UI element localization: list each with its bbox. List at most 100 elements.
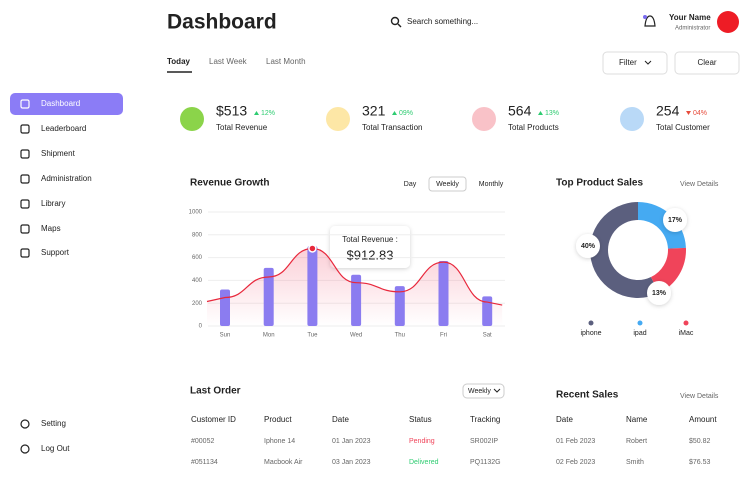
stat-label: Total Revenue (216, 123, 268, 132)
avatar[interactable] (717, 11, 739, 33)
bar (438, 261, 449, 326)
nav-item[interactable]: Support (41, 248, 70, 257)
period-tab[interactable]: Monthly (479, 181, 504, 188)
nav-icon (20, 444, 30, 454)
legend-dot (683, 320, 689, 326)
user-role: Administrator (675, 26, 710, 32)
revenue-line (206, 247, 503, 306)
table-cell: PQ1132G (470, 459, 501, 466)
column-header: Date (332, 415, 349, 424)
percent-bubble (663, 208, 687, 232)
table-cell: Iphone 14 (264, 438, 295, 445)
donut-segment (589, 202, 659, 298)
page-title: Dashboard (167, 11, 277, 34)
orders-title: Last Order (190, 386, 241, 397)
y-tick-label: 600 (192, 255, 203, 261)
nav-icon (20, 124, 30, 134)
view-details[interactable]: View Details (680, 393, 719, 400)
table-cell: Pending (409, 438, 435, 445)
donut-segment (638, 202, 686, 249)
period-label[interactable]: Weekly (468, 388, 491, 395)
percent-label: 13% (652, 290, 667, 297)
trend-arrow (392, 111, 397, 115)
nav-icon (20, 224, 30, 234)
stat-icon (326, 107, 350, 131)
percent-bubble (647, 281, 671, 305)
legend-dot (637, 320, 643, 326)
nav-item[interactable]: Library (41, 199, 65, 208)
table-cell: $76.53 (689, 459, 711, 466)
active-nav (10, 93, 123, 115)
nav-item[interactable]: Administration (41, 174, 92, 183)
stat-label: Total Customer (656, 123, 710, 132)
notification-icon[interactable] (643, 15, 656, 27)
tab[interactable]: Last Week (209, 57, 248, 66)
bar (220, 289, 230, 326)
table-cell: 01 Feb 2023 (556, 438, 595, 445)
filter-button[interactable] (602, 51, 668, 75)
table-cell: Smith (626, 459, 644, 466)
column-header: Customer ID (191, 415, 236, 424)
table-cell: 03 Jan 2023 (332, 459, 371, 466)
stat-label: Total Products (508, 123, 559, 132)
x-tick-label: Tue (307, 333, 318, 339)
stat-value: $513 (216, 103, 247, 119)
trend-arrow (538, 111, 543, 115)
stat-icon (472, 107, 496, 131)
legend-label: iphone (580, 330, 601, 337)
table-cell: #051134 (191, 459, 218, 466)
nav-item[interactable]: Dashboard (41, 99, 80, 108)
view-details[interactable]: View Details (680, 181, 719, 188)
column-header: Status (409, 415, 432, 424)
table-cell: SR002IP (470, 438, 498, 445)
y-tick-label: 0 (199, 324, 203, 330)
clear-label[interactable]: Clear (697, 58, 716, 67)
y-tick-label: 400 (192, 278, 203, 284)
nav-item[interactable]: Maps (41, 224, 61, 233)
nav-item[interactable]: Setting (41, 419, 66, 428)
stat-change: 12% (261, 110, 275, 117)
legend-label: ipad (633, 330, 646, 337)
column-header: Tracking (470, 415, 500, 424)
nav-icon (20, 248, 30, 258)
nav-icon (20, 149, 30, 159)
percent-label: 17% (668, 217, 683, 224)
stat-value: 564 (508, 103, 532, 119)
table-cell: 02 Feb 2023 (556, 459, 595, 466)
x-tick-label: Thu (395, 333, 405, 339)
tab[interactable]: Last Month (266, 57, 306, 66)
nav-item[interactable]: Leaderboard (41, 124, 86, 133)
table-cell: 01 Jan 2023 (332, 438, 371, 445)
tab[interactable]: Today (167, 57, 191, 66)
bar (307, 246, 318, 326)
column-header: Product (264, 415, 292, 424)
y-tick-label: 200 (192, 301, 203, 307)
nav-icon (20, 199, 30, 209)
revenue-title: Revenue Growth (190, 178, 269, 189)
stat-label: Total Transaction (362, 123, 422, 132)
sales-title: Recent Sales (556, 390, 619, 401)
nav-item[interactable]: Log Out (41, 444, 70, 453)
table-cell: Macbook Air (264, 459, 303, 466)
nav-icon (20, 99, 30, 109)
x-tick-label: Wed (350, 333, 362, 339)
stat-change: 04% (693, 110, 707, 117)
tooltip-value: $912.83 (347, 247, 394, 262)
filter-label[interactable]: Filter (619, 58, 637, 67)
stat-icon (620, 107, 644, 131)
search-icon[interactable] (390, 16, 402, 28)
percent-bubble (576, 234, 600, 258)
legend-dot (588, 320, 594, 326)
search-input[interactable]: Search something... (407, 17, 478, 26)
period-tab[interactable]: Weekly (436, 181, 459, 188)
stat-icon (180, 107, 204, 131)
table-cell: Robert (626, 438, 647, 445)
bar (482, 296, 493, 326)
x-tick-label: Fri (440, 333, 447, 339)
clear-button[interactable] (674, 51, 740, 75)
period-dropdown[interactable] (462, 383, 505, 399)
period-tab[interactable]: Day (404, 181, 417, 188)
nav-item[interactable]: Shipment (41, 149, 76, 158)
period-active[interactable] (428, 176, 467, 192)
